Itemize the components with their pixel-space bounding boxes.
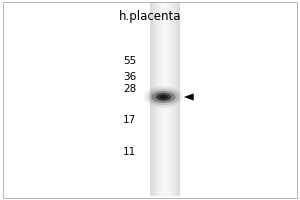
Bar (158, 2, 159, 196)
Bar (157, 2, 158, 196)
Text: 55: 55 (123, 56, 136, 66)
Bar (153, 2, 154, 196)
Bar (152, 2, 153, 196)
Text: 17: 17 (123, 115, 136, 125)
Bar (159, 2, 160, 196)
Text: h.placenta: h.placenta (119, 10, 181, 23)
Ellipse shape (148, 89, 179, 105)
Ellipse shape (159, 95, 168, 99)
Bar (179, 2, 180, 196)
Bar (162, 2, 163, 196)
Bar (161, 2, 162, 196)
Bar (151, 2, 152, 196)
Bar (174, 2, 175, 196)
Bar (154, 2, 155, 196)
Bar (173, 2, 174, 196)
Bar (176, 2, 177, 196)
Bar (178, 2, 179, 196)
Bar (169, 2, 170, 196)
Bar (154, 2, 155, 196)
Bar (178, 2, 179, 196)
Text: 28: 28 (123, 84, 136, 94)
Bar (171, 2, 172, 196)
Ellipse shape (152, 91, 176, 103)
Bar (172, 2, 173, 196)
Bar (166, 2, 167, 196)
Bar (167, 2, 168, 196)
Bar (163, 2, 164, 196)
Ellipse shape (144, 86, 183, 108)
Polygon shape (184, 94, 194, 100)
Bar (169, 2, 170, 196)
Ellipse shape (156, 93, 171, 101)
Bar (160, 2, 161, 196)
Bar (170, 2, 171, 196)
Bar (155, 2, 156, 196)
Bar (172, 2, 173, 196)
Bar (175, 2, 176, 196)
Bar (150, 2, 151, 196)
Bar (164, 2, 165, 196)
Bar (160, 2, 161, 196)
Bar (168, 2, 169, 196)
Text: 36: 36 (123, 72, 136, 82)
Bar (165, 2, 166, 196)
Bar (177, 2, 178, 196)
Bar (156, 2, 157, 196)
Text: 11: 11 (123, 147, 136, 157)
